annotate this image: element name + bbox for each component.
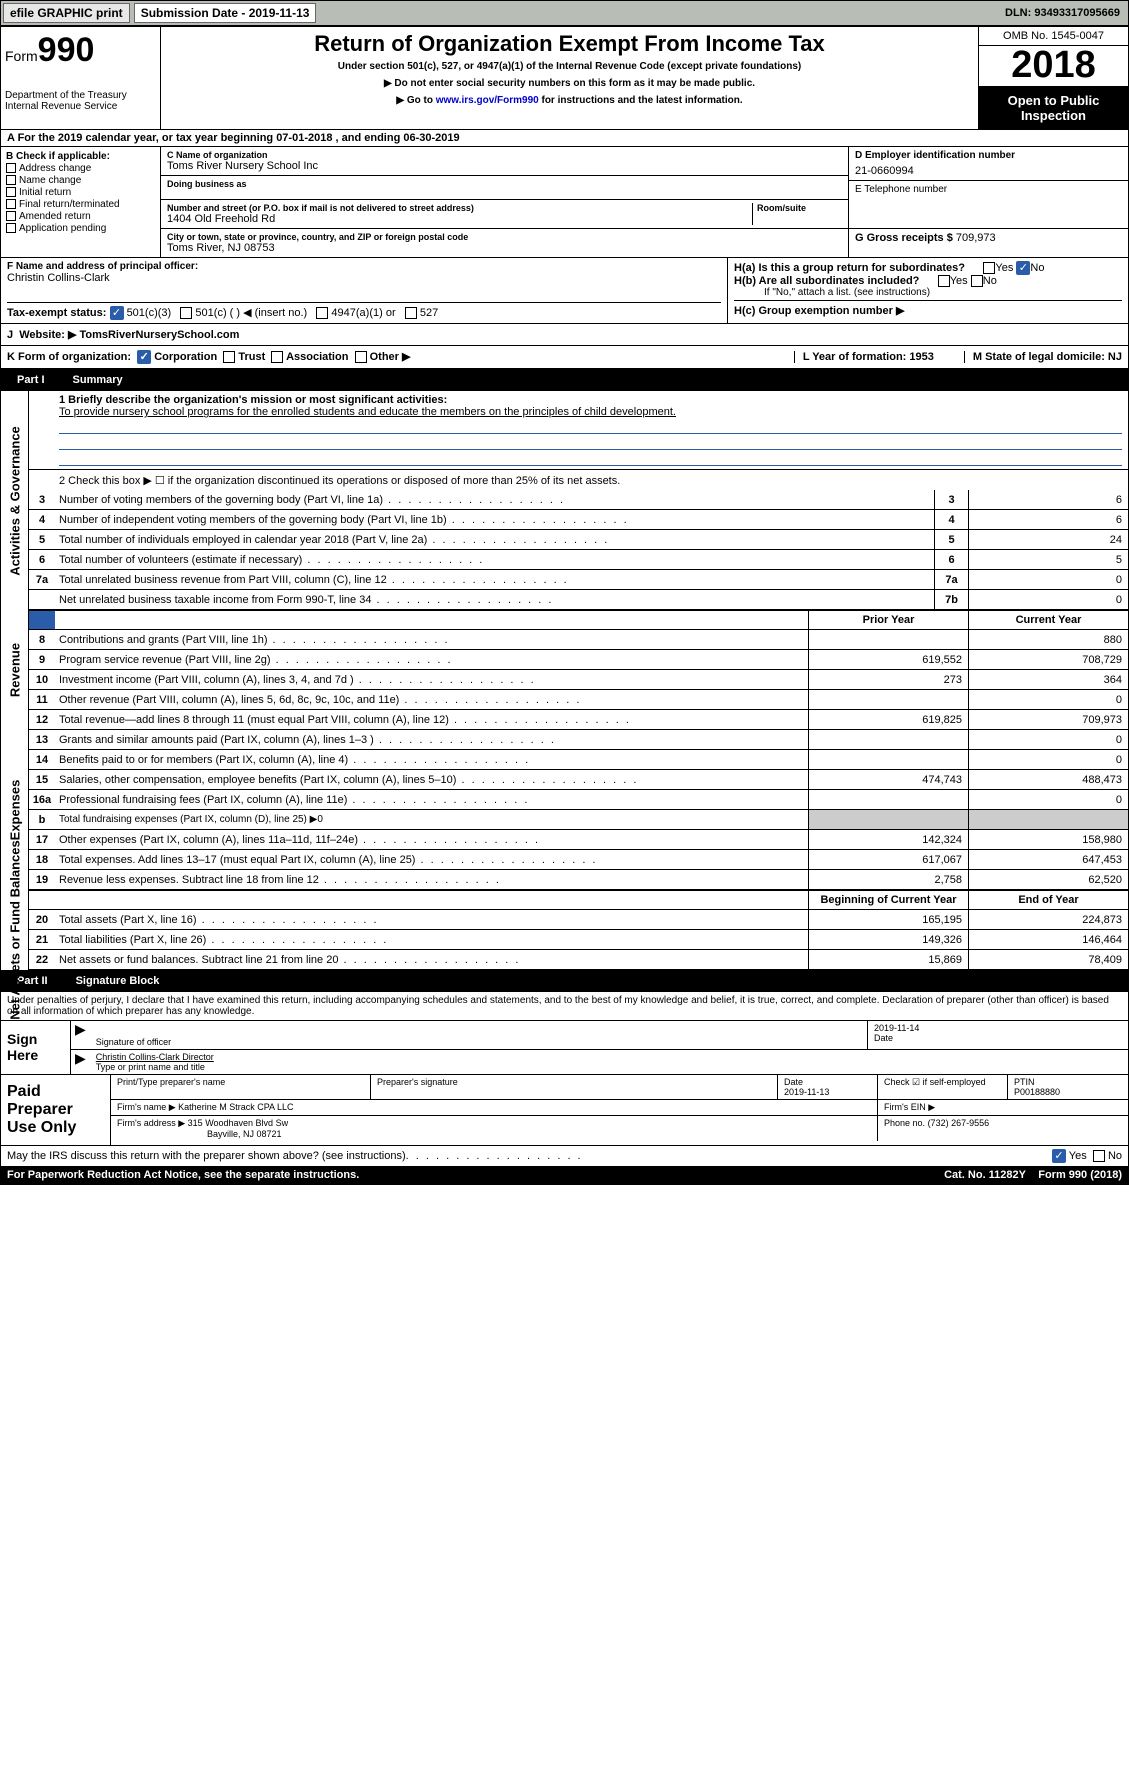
summary-line-16a: 16aProfessional fundraising fees (Part I… <box>29 790 1128 810</box>
line-a: A For the 2019 calendar year, or tax yea… <box>1 130 1128 147</box>
summary-line-12: 12Total revenue—add lines 8 through 11 (… <box>29 710 1128 730</box>
summary-line-4: 4Number of independent voting members of… <box>29 510 1128 530</box>
form-header: Form990 Department of the Treasury Inter… <box>1 27 1128 130</box>
check-icon: ✓ <box>1052 1149 1066 1163</box>
topbar: efile GRAPHIC print Submission Date - 20… <box>0 0 1129 26</box>
page-footer: For Paperwork Reduction Act Notice, see … <box>1 1166 1128 1184</box>
summary-line-14: 14Benefits paid to or for members (Part … <box>29 750 1128 770</box>
activities-governance-section: Activities & Governance 1 Briefly descri… <box>1 391 1128 610</box>
discuss-row: May the IRS discuss this return with the… <box>1 1145 1128 1166</box>
open-inspection: Open to Public Inspection <box>979 87 1128 129</box>
submission-date: Submission Date - 2019-11-13 <box>134 3 317 23</box>
check-icon: ✓ <box>137 350 151 364</box>
irs-label: Internal Revenue Service <box>5 101 156 112</box>
street-address: 1404 Old Freehold Rd <box>167 213 752 225</box>
summary-line-22: 22Net assets or fund balances. Subtract … <box>29 950 1128 970</box>
part-2-header: Part IISignature Block <box>1 970 1128 992</box>
summary-line-3: 3Number of voting members of the governi… <box>29 490 1128 510</box>
box-b: B Check if applicable: Address change Na… <box>1 147 161 257</box>
summary-line-20: 20Total assets (Part X, line 16)165,1952… <box>29 910 1128 930</box>
check-icon: ✓ <box>1016 261 1030 275</box>
section-f-h: F Name and address of principal officer:… <box>1 258 1128 324</box>
summary-line-9: 9Program service revenue (Part VIII, lin… <box>29 650 1128 670</box>
org-name: Toms River Nursery School Inc <box>167 160 842 172</box>
subtitle-2: ▶ Do not enter social security numbers o… <box>169 78 970 89</box>
summary-line-19: 19Revenue less expenses. Subtract line 1… <box>29 870 1128 890</box>
summary-line-10: 10Investment income (Part VIII, column (… <box>29 670 1128 690</box>
net-assets-section: Net Assets or Fund Balances Beginning of… <box>1 890 1128 970</box>
summary-line-8: 8Contributions and grants (Part VIII, li… <box>29 630 1128 650</box>
summary-line-17: 17Other expenses (Part IX, column (A), l… <box>29 830 1128 850</box>
year-formation: L Year of formation: 1953 <box>794 351 934 363</box>
dept-treasury: Department of the Treasury <box>5 90 156 101</box>
summary-line-21: 21Total liabilities (Part X, line 26)149… <box>29 930 1128 950</box>
efile-button[interactable]: efile GRAPHIC print <box>3 3 130 23</box>
line-1-mission: 1 Briefly describe the organization's mi… <box>29 391 1128 470</box>
part-1-header: Part ISummary <box>1 369 1128 391</box>
check-icon: ✓ <box>110 306 124 320</box>
state-domicile: M State of legal domicile: NJ <box>964 351 1122 363</box>
box-d-e-g: D Employer identification number 21-0660… <box>848 147 1128 257</box>
box-c: C Name of organization Toms River Nurser… <box>161 147 848 257</box>
form-title: Return of Organization Exempt From Incom… <box>169 31 970 57</box>
section-b-to-g: B Check if applicable: Address change Na… <box>1 147 1128 258</box>
sign-here-block: Sign Here ▶ Signature of officer 2019-11… <box>1 1020 1128 1074</box>
summary-line-13: 13Grants and similar amounts paid (Part … <box>29 730 1128 750</box>
row-k: K Form of organization: ✓ Corporation Tr… <box>1 346 1128 369</box>
form-990-page: Form990 Department of the Treasury Inter… <box>0 26 1129 1185</box>
city-state-zip: Toms River, NJ 08753 <box>167 242 842 254</box>
form-number: Form990 <box>5 31 156 70</box>
subtitle-1: Under section 501(c), 527, or 4947(a)(1)… <box>169 61 970 72</box>
subtitle-3: ▶ Go to www.irs.gov/Form990 for instruct… <box>169 95 970 106</box>
summary-line-11: 11Other revenue (Part VIII, column (A), … <box>29 690 1128 710</box>
perjury-declaration: Under penalties of perjury, I declare th… <box>1 992 1128 1020</box>
paid-preparer-block: Paid Preparer Use Only Print/Type prepar… <box>1 1074 1128 1145</box>
row-j-website: J Website: ▶ TomsRiverNurserySchool.com <box>1 324 1128 346</box>
gross-receipts: 709,973 <box>956 232 996 244</box>
summary-line-b: bTotal fundraising expenses (Part IX, co… <box>29 810 1128 830</box>
summary-line-7b: Net unrelated business taxable income fr… <box>29 590 1128 610</box>
website: TomsRiverNurserySchool.com <box>79 329 239 341</box>
summary-line-15: 15Salaries, other compensation, employee… <box>29 770 1128 790</box>
irs-link[interactable]: www.irs.gov/Form990 <box>436 95 539 106</box>
tax-year: 2018 <box>979 46 1128 87</box>
summary-line-5: 5Total number of individuals employed in… <box>29 530 1128 550</box>
principal-officer: Christin Collins-Clark <box>7 272 721 284</box>
ein: 21-0660994 <box>855 161 1122 177</box>
dln: DLN: 93493317095669 <box>1005 7 1126 19</box>
expenses-section: Expenses 13Grants and similar amounts pa… <box>1 730 1128 890</box>
summary-line-7a: 7aTotal unrelated business revenue from … <box>29 570 1128 590</box>
revenue-section: Revenue Prior Year Current Year 8Contrib… <box>1 610 1128 730</box>
summary-line-6: 6Total number of volunteers (estimate if… <box>29 550 1128 570</box>
summary-line-18: 18Total expenses. Add lines 13–17 (must … <box>29 850 1128 870</box>
